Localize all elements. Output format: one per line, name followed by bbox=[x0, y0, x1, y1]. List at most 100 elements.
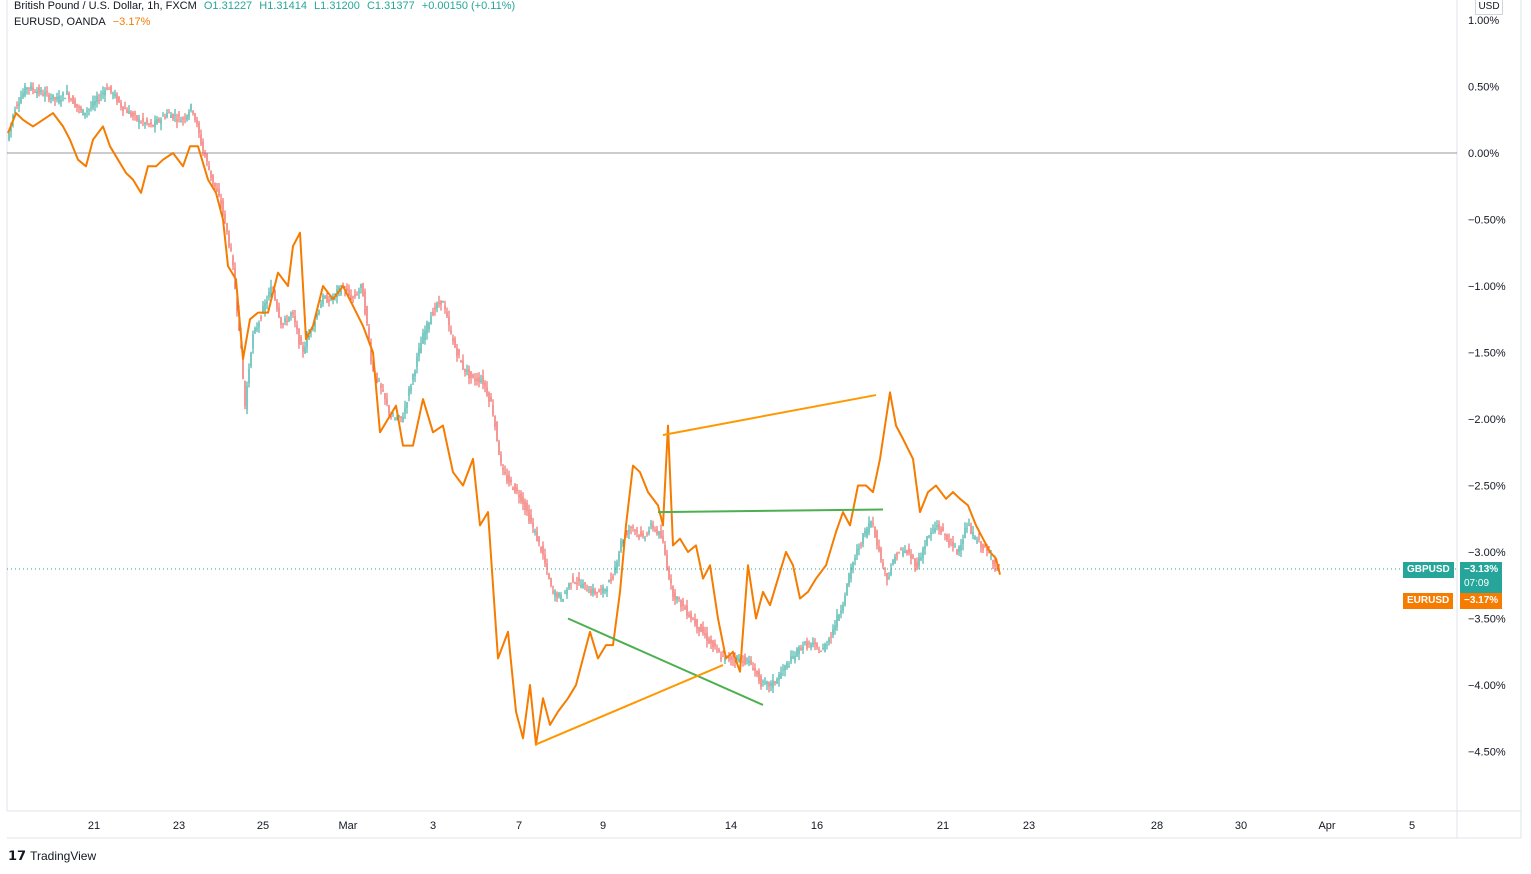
gbpusd-candle-body bbox=[406, 402, 408, 408]
gbpusd-candle-body bbox=[712, 640, 714, 648]
gbpusd-candle-body bbox=[42, 94, 44, 96]
gbpusd-candle-body bbox=[484, 382, 486, 387]
gbpusd-candle-body bbox=[642, 533, 644, 537]
gbpusd-candle-body bbox=[376, 372, 378, 382]
gbpusd-candle-body bbox=[90, 107, 92, 109]
gbpusd-candle-body bbox=[998, 565, 1000, 567]
gbpusd-candle-body bbox=[490, 396, 492, 402]
gbpusd-candle-body bbox=[576, 583, 578, 585]
gbpusd-candle-body bbox=[70, 99, 72, 101]
gbpusd-candle-body bbox=[366, 306, 368, 324]
gbpusd-candle-body bbox=[912, 555, 914, 559]
gbpusd-candle-body bbox=[334, 293, 336, 296]
gbpusd-candle-body bbox=[528, 509, 530, 522]
gbpusd-candle-body bbox=[134, 113, 136, 115]
gbpusd-candle-body bbox=[156, 119, 158, 125]
gbpusd-candle-body bbox=[638, 534, 640, 538]
gbpusd-candle-body bbox=[604, 589, 606, 592]
gbpusd-candle-body bbox=[82, 109, 84, 116]
y-tick-label: −1.50% bbox=[1468, 348, 1506, 360]
gbpusd-candle-body bbox=[868, 522, 870, 533]
gbpusd-candle-body bbox=[266, 300, 268, 305]
gbpusd-candle-body bbox=[596, 591, 598, 594]
gbpusd-candle-body bbox=[674, 592, 676, 600]
gbpusd-candle-body bbox=[982, 544, 984, 551]
gbpusd-candle-body bbox=[468, 368, 470, 379]
gbpusd-candle-body bbox=[570, 582, 572, 584]
gbpusd-candle-body bbox=[828, 638, 830, 643]
gbpusd-candle-body bbox=[176, 119, 178, 122]
gbpusd-candle-body bbox=[848, 573, 850, 586]
gbpusd-candle-body bbox=[100, 95, 102, 97]
gbpusd-candle-body bbox=[460, 360, 462, 363]
gbpusd-candle-body bbox=[464, 368, 466, 373]
tradingview-brand[interactable]: 𝟭𝟳 TradingView bbox=[8, 848, 96, 864]
gbpusd-candle-body bbox=[772, 680, 774, 688]
price-unit-label[interactable]: USD bbox=[1475, 0, 1503, 15]
gbpusd-candle-body bbox=[520, 493, 522, 502]
gbpusd-candle-body bbox=[632, 526, 634, 528]
gbpusd-candle-body bbox=[442, 301, 444, 303]
gbpusd-candle-body bbox=[864, 530, 866, 535]
gbpusd-candle-body bbox=[852, 562, 854, 570]
gbpusd-candle-body bbox=[230, 247, 232, 251]
gbpusd-candle-body bbox=[518, 495, 520, 498]
gbpusd-candle-body bbox=[956, 549, 958, 555]
gbpusd-candle-body bbox=[960, 545, 962, 551]
gbpusd-candle-body bbox=[774, 681, 776, 683]
gbpusd-candle-body bbox=[878, 546, 880, 551]
gbpusd-candle-body bbox=[444, 305, 446, 310]
gbpusd-candle-body bbox=[18, 103, 20, 106]
compare-series-legend[interactable]: EURUSD, OANDA −3.17% bbox=[14, 16, 154, 28]
open-value: O1.31227 bbox=[203, 0, 253, 12]
gbpusd-candle-body bbox=[778, 674, 780, 681]
gbpusd-candle-body bbox=[348, 289, 350, 296]
gbpusd-candle-body bbox=[140, 122, 142, 124]
gbpusd-candle-body bbox=[668, 568, 670, 579]
gbpusd-candle-body bbox=[738, 658, 740, 663]
gbpusd-candle-body bbox=[210, 170, 212, 179]
x-tick-label: 21 bbox=[937, 820, 949, 832]
gbpusd-candle-body bbox=[836, 614, 838, 628]
eurusd-value-badge: −3.17% bbox=[1460, 593, 1503, 609]
gbpusd-candle-body bbox=[144, 122, 146, 125]
gbpusd-candle-body bbox=[164, 116, 166, 118]
gbpusd-candle-body bbox=[646, 534, 648, 536]
gbpusd-candle-body bbox=[384, 393, 386, 399]
gbpusd-candle-body bbox=[866, 528, 868, 537]
y-tick-label: 1.00% bbox=[1468, 15, 1499, 27]
gbpusd-candle-body bbox=[744, 655, 746, 665]
gbpusd-candle-body bbox=[786, 662, 788, 668]
gbpusd-candle-body bbox=[776, 678, 778, 684]
gbpusd-candle-body bbox=[422, 333, 424, 344]
main-series-legend[interactable]: British Pound / U.S. Dollar, 1h, FXCM O1… bbox=[14, 0, 519, 12]
trendline-drawings[interactable] bbox=[534, 394, 884, 746]
gbpusd-candle-body bbox=[440, 300, 442, 305]
gbpusd-candle-body bbox=[634, 530, 636, 532]
gbpusd-candle-body bbox=[854, 558, 856, 561]
gbpusd-candle-body bbox=[978, 538, 980, 540]
gbpusd-candle-body bbox=[582, 583, 584, 588]
gbpusd-candle-body bbox=[710, 639, 712, 644]
gbpusd-candle-body bbox=[550, 578, 552, 586]
gbpusd-candle-body bbox=[242, 354, 244, 379]
gbpusd-candle-body bbox=[136, 115, 138, 121]
gbpusd-candle-body bbox=[754, 668, 756, 671]
gbpusd-candle-body bbox=[560, 594, 562, 600]
gbpusd-candle-body bbox=[452, 338, 454, 342]
gbpusd-candle-body bbox=[692, 618, 694, 621]
gbpusd-candle-body bbox=[898, 552, 900, 554]
gbpusd-candle-body bbox=[678, 597, 680, 599]
gbpusd-candle-body bbox=[580, 584, 582, 588]
gbpusd-candle-body bbox=[510, 479, 512, 483]
gbpusd-candle-body bbox=[300, 336, 302, 345]
gbpusd-candle-body bbox=[676, 596, 678, 600]
gbpusd-candle-body bbox=[66, 90, 68, 95]
gbpusd-candle-body bbox=[764, 681, 766, 683]
gbpusd-candle-body bbox=[270, 286, 272, 298]
gbpusd-candle-body bbox=[84, 112, 86, 115]
x-tick-label: 14 bbox=[725, 820, 737, 832]
gbpusd-candle-body bbox=[178, 114, 180, 117]
gbpusd-candle-body bbox=[288, 316, 290, 322]
